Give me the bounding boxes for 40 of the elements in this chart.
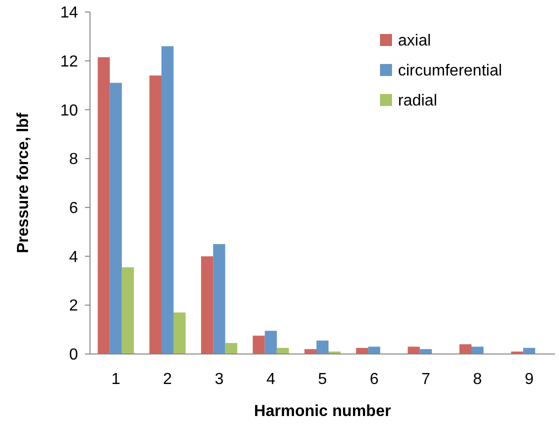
- bar: [110, 82, 122, 354]
- x-tick-label: 8: [473, 371, 482, 388]
- x-tick-label: 4: [266, 371, 276, 388]
- bar: [213, 244, 226, 354]
- bar: [408, 346, 420, 354]
- bar: [174, 312, 186, 354]
- bar: [98, 57, 110, 354]
- bar: [304, 349, 316, 354]
- x-tick-label: 1: [111, 371, 120, 388]
- bar: [316, 340, 329, 354]
- bar: [161, 46, 174, 354]
- x-tick-label: 7: [421, 371, 430, 388]
- y-tick-label: 4: [69, 248, 78, 266]
- legend-label: circumferential: [398, 62, 502, 80]
- x-tick-label: 6: [370, 371, 379, 388]
- bar: [264, 330, 277, 354]
- y-axis-title: Pressure force, lbf: [15, 112, 32, 254]
- bar: [122, 267, 134, 354]
- bar: [420, 349, 432, 354]
- y-tick-label: 0: [69, 346, 78, 364]
- bar: [252, 336, 265, 354]
- y-tick-label: 12: [60, 53, 78, 70]
- legend-label: radial: [398, 92, 438, 110]
- x-tick-label: 3: [214, 371, 224, 388]
- bar: [368, 346, 380, 354]
- bar: [471, 346, 484, 354]
- x-axis-title: Harmonic number: [254, 403, 391, 420]
- bar: [225, 343, 238, 354]
- bar: [201, 256, 214, 354]
- y-tick-label: 2: [69, 298, 78, 315]
- y-tick-label: 14: [60, 4, 78, 22]
- x-tick-label: 9: [524, 371, 534, 388]
- legend-label: axial: [398, 32, 431, 50]
- bar: [149, 76, 162, 354]
- bar: [459, 344, 472, 354]
- y-tick-label: 6: [69, 200, 78, 218]
- x-tick-label: 5: [318, 371, 328, 388]
- y-tick-label: 8: [69, 151, 78, 168]
- x-tick-label: 2: [163, 371, 172, 388]
- y-tick-label: 10: [60, 102, 78, 120]
